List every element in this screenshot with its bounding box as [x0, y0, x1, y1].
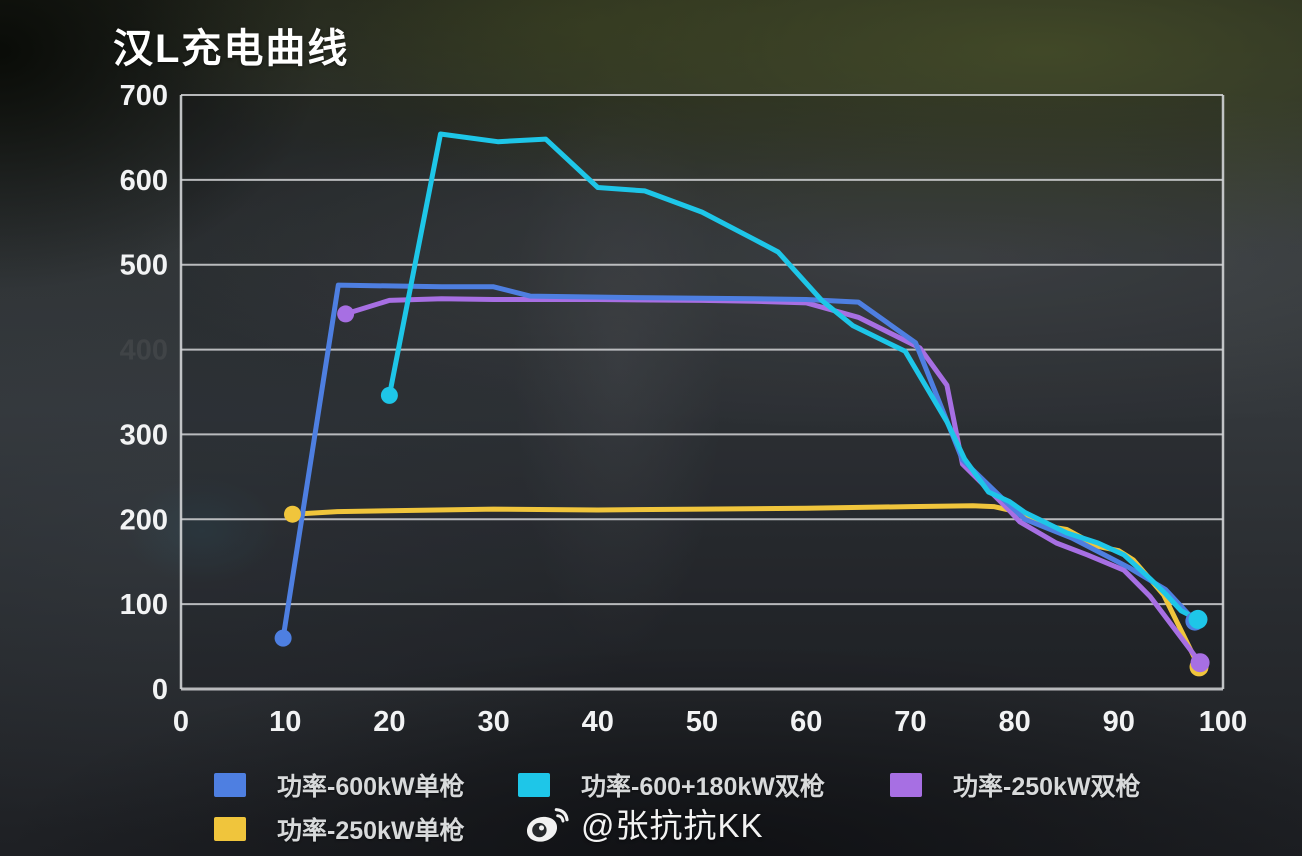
y-tick-label-0: 0 [152, 674, 168, 706]
watermark-text: @张抗抗KK [581, 807, 764, 844]
x-tick-label-10: 10 [269, 706, 301, 738]
series-start-dot-2 [337, 305, 355, 323]
y-tick-label-100: 100 [120, 589, 168, 621]
x-tick-label-70: 70 [894, 706, 926, 738]
x-tick-label-90: 90 [1103, 706, 1135, 738]
series-line-1 [386, 131, 1201, 622]
x-tick-label-100: 100 [1199, 706, 1247, 738]
x-tick-label-60: 60 [790, 706, 822, 738]
watermark: @张抗抗KK [525, 799, 764, 847]
series-end-dot-1 [1188, 609, 1208, 629]
weibo-icon [527, 808, 569, 842]
y-tick-label-200: 200 [120, 504, 168, 536]
series-line-0 [280, 282, 1198, 641]
x-tick-label-50: 50 [686, 706, 718, 738]
series-start-dot-1 [380, 386, 398, 404]
y-tick-label-700: 700 [120, 80, 168, 112]
x-tick-label-80: 80 [998, 706, 1030, 738]
series-end-dot-2 [1190, 653, 1210, 673]
x-tick-label-30: 30 [477, 706, 509, 738]
plot-area [181, 95, 1223, 689]
y-tick-label-600: 600 [120, 165, 168, 197]
series-start-dot-3 [283, 505, 301, 523]
x-tick-label-20: 20 [373, 706, 405, 738]
y-tick-label-500: 500 [120, 250, 168, 282]
chart-title: 汉L充电曲线 [113, 27, 350, 71]
x-tick-label-0: 0 [173, 706, 189, 738]
y-tick-label-300: 300 [120, 419, 168, 451]
series-start-dot-0 [274, 629, 292, 647]
x-tick-label-40: 40 [582, 706, 614, 738]
y-tick-label-400: 400 [120, 335, 168, 367]
